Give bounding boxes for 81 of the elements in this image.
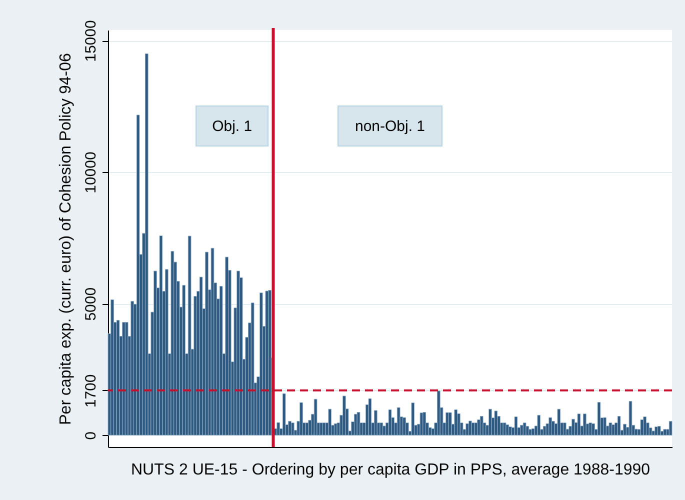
bar xyxy=(608,422,612,436)
bar xyxy=(290,422,294,436)
bar xyxy=(159,235,163,436)
bar xyxy=(643,416,646,436)
bar xyxy=(300,402,303,436)
bar xyxy=(259,292,263,436)
bar xyxy=(508,426,512,436)
bar xyxy=(494,410,498,436)
bar xyxy=(380,422,384,436)
y-tick-label: 5000 xyxy=(82,287,100,321)
bar xyxy=(562,422,566,436)
bar xyxy=(526,426,530,436)
bar xyxy=(552,420,555,436)
bar xyxy=(320,422,323,436)
bar xyxy=(342,396,346,436)
bar xyxy=(514,416,518,436)
bar xyxy=(548,417,552,436)
bar xyxy=(528,429,532,436)
bar xyxy=(446,412,449,436)
bar xyxy=(668,420,672,436)
bar xyxy=(205,252,208,436)
bar xyxy=(182,284,186,436)
bar xyxy=(583,414,586,436)
bar xyxy=(537,414,541,436)
bar xyxy=(592,423,595,436)
bar xyxy=(468,420,472,436)
bar xyxy=(572,418,575,436)
bar xyxy=(617,416,621,436)
bar xyxy=(454,409,458,436)
y-axis-title: Per capita exp. (curr. euro) of Cohesion Policy 94-06 xyxy=(58,53,74,425)
bar xyxy=(506,424,510,436)
bar xyxy=(276,422,280,436)
bar xyxy=(402,417,406,436)
bar xyxy=(225,256,228,436)
bar xyxy=(422,412,426,436)
bar xyxy=(488,408,492,436)
y-tick-label: 10000 xyxy=(82,152,100,194)
bar xyxy=(436,390,440,436)
bar xyxy=(420,412,424,436)
y-tick-label: 1700 xyxy=(82,374,100,408)
bar xyxy=(250,302,254,436)
bar xyxy=(165,269,168,436)
bar xyxy=(210,248,214,436)
y-tick-label: 0 xyxy=(82,431,100,440)
bar xyxy=(520,424,524,436)
bar xyxy=(663,429,667,436)
bar xyxy=(282,393,286,436)
bar xyxy=(654,426,658,436)
bar xyxy=(322,422,326,436)
bar xyxy=(634,428,638,436)
bar xyxy=(588,422,592,436)
bar xyxy=(652,430,656,436)
bar xyxy=(623,424,626,436)
bar xyxy=(314,398,318,436)
bar xyxy=(154,270,157,436)
bar xyxy=(328,408,332,436)
bar xyxy=(612,424,615,436)
bar xyxy=(577,414,581,436)
bar xyxy=(374,410,378,436)
bar xyxy=(110,299,114,436)
bar xyxy=(288,420,292,436)
bar xyxy=(457,413,460,436)
bar xyxy=(268,290,272,436)
bar xyxy=(603,417,606,436)
bar xyxy=(597,402,601,436)
bar xyxy=(448,412,452,436)
bar xyxy=(382,426,386,436)
bar xyxy=(188,236,192,436)
bar xyxy=(305,422,309,436)
x-axis-title: NUTS 2 UE-15 - Ordering by per capita GDP in PPS, average 1988-1990 xyxy=(130,462,650,478)
bar xyxy=(411,402,415,436)
annotation: non-Obj. 1 xyxy=(354,118,426,135)
bar xyxy=(144,53,148,436)
bar xyxy=(474,422,478,436)
bar xyxy=(557,408,561,436)
bar xyxy=(388,409,392,436)
bar xyxy=(657,426,661,436)
bar xyxy=(368,398,372,436)
annotation: Obj. 1 xyxy=(212,118,252,135)
bar xyxy=(628,400,632,436)
y-tick-label: 15000 xyxy=(82,20,100,62)
